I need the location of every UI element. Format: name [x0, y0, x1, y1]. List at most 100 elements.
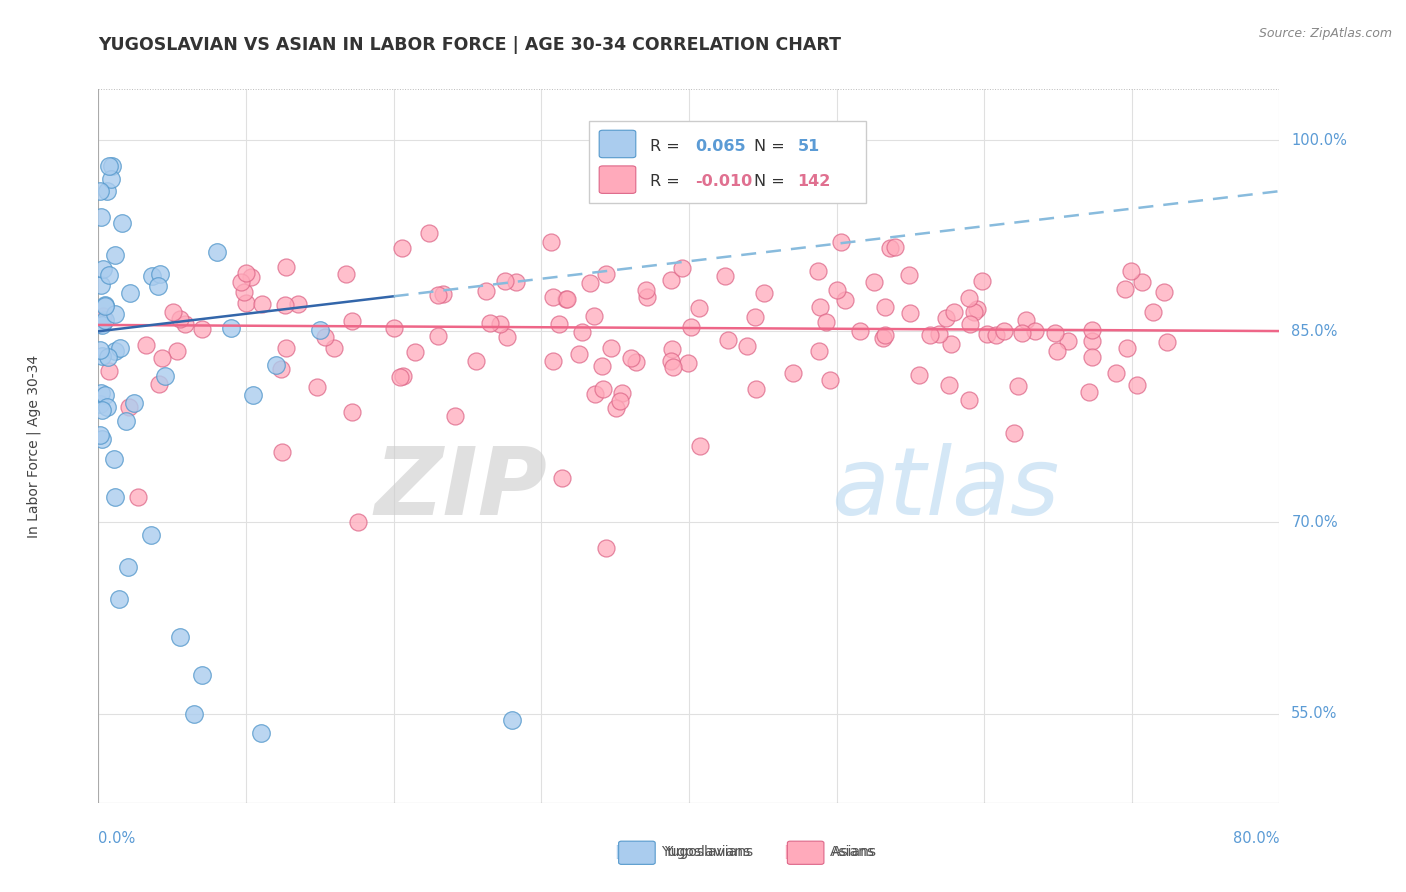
Point: [1114, 282, 1136, 296]
Point: [807, 264, 830, 278]
Point: [744, 382, 766, 396]
Point: [111, 216, 134, 230]
Point: [104, 343, 127, 358]
Point: [120, 286, 142, 301]
Point: [689, 439, 711, 453]
FancyBboxPatch shape: [599, 130, 636, 158]
Point: [830, 235, 852, 249]
Point: [322, 341, 344, 355]
Point: [90, 277, 112, 292]
Point: [1002, 426, 1025, 441]
Point: [432, 286, 454, 301]
Point: [661, 359, 683, 374]
Point: [1024, 324, 1046, 338]
Point: [94, 299, 117, 313]
Point: [620, 351, 643, 366]
Point: [96, 401, 118, 415]
Point: [898, 306, 921, 320]
Point: [89, 343, 111, 357]
Point: [90, 210, 112, 224]
Point: [814, 315, 837, 329]
Point: [501, 713, 523, 727]
Text: R =: R =: [650, 175, 685, 189]
Point: [908, 368, 931, 382]
Point: [942, 305, 965, 319]
Point: [93, 388, 115, 402]
Point: [825, 283, 848, 297]
Point: [873, 328, 896, 343]
Point: [834, 293, 856, 307]
Text: 100.0%: 100.0%: [1291, 133, 1347, 148]
Point: [90, 386, 112, 401]
Point: [97, 350, 120, 364]
Point: [90, 433, 112, 447]
Point: [235, 266, 257, 280]
Point: [1011, 326, 1033, 341]
Point: [135, 337, 157, 351]
Point: [875, 300, 897, 314]
Point: [91, 349, 114, 363]
Point: [1116, 341, 1139, 355]
Point: [557, 292, 579, 306]
Point: [782, 366, 804, 380]
Point: [273, 298, 295, 312]
Point: [735, 339, 758, 353]
Point: [229, 275, 252, 289]
Point: [595, 541, 617, 555]
Point: [555, 292, 578, 306]
Point: [426, 329, 449, 343]
Point: [97, 159, 120, 173]
Point: [1130, 275, 1153, 289]
Point: [305, 380, 328, 394]
Point: [752, 285, 775, 300]
Point: [479, 316, 502, 330]
Point: [1057, 334, 1080, 348]
Point: [250, 297, 273, 311]
Point: [404, 345, 426, 359]
Point: [139, 528, 162, 542]
Point: [966, 301, 988, 316]
Point: [714, 269, 737, 284]
Point: [1125, 377, 1147, 392]
Point: [1105, 366, 1128, 380]
Point: [342, 405, 364, 419]
Point: [582, 309, 605, 323]
Point: [957, 392, 980, 407]
Point: [464, 354, 486, 368]
Text: Yugoslavians: Yugoslavians: [661, 845, 749, 859]
Point: [659, 273, 682, 287]
Text: Asians: Asians: [830, 845, 875, 859]
Point: [314, 330, 336, 344]
Text: atlas: atlas: [831, 443, 1059, 534]
Point: [150, 351, 173, 365]
Point: [636, 289, 658, 303]
Point: [1077, 384, 1099, 399]
Text: R =: R =: [650, 139, 685, 153]
Point: [382, 321, 405, 335]
Point: [676, 356, 699, 370]
FancyBboxPatch shape: [589, 121, 866, 203]
Point: [91, 403, 114, 417]
Text: 80.0%: 80.0%: [1233, 830, 1279, 846]
Point: [127, 490, 149, 504]
Point: [235, 295, 257, 310]
Point: [96, 184, 118, 198]
Text: ZIP: ZIP: [374, 442, 547, 535]
Point: [104, 490, 127, 504]
Point: [592, 382, 614, 396]
Point: [426, 288, 449, 302]
Point: [103, 451, 125, 466]
Point: [595, 267, 617, 281]
Text: 85.0%: 85.0%: [1291, 324, 1337, 339]
Point: [1153, 285, 1175, 299]
Point: [250, 725, 273, 739]
Point: [191, 668, 214, 682]
Point: [162, 305, 184, 319]
Point: [391, 368, 413, 383]
Point: [183, 706, 205, 721]
Point: [98, 364, 121, 378]
Point: [91, 310, 114, 324]
Text: 55.0%: 55.0%: [1291, 706, 1337, 721]
Point: [962, 304, 984, 318]
Point: [543, 289, 565, 303]
